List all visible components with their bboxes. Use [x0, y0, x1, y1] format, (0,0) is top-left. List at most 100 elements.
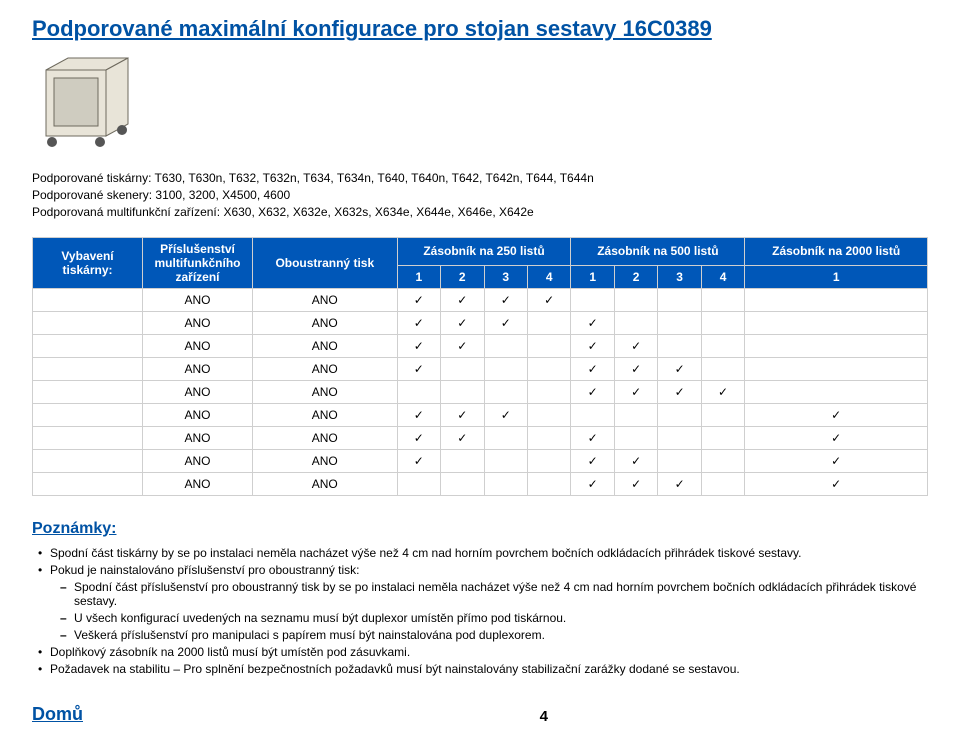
cell-tray [571, 404, 614, 427]
cell-mfp-acc: ANO [143, 312, 253, 335]
cell-tray [701, 289, 744, 312]
cell-tray [527, 358, 570, 381]
cell-tray: ✓ [397, 335, 440, 358]
cell-tray [701, 335, 744, 358]
cell-tray [527, 450, 570, 473]
sub-notes-list: Spodní část příslušenství pro oboustrann… [50, 580, 928, 642]
cell-tray [658, 312, 701, 335]
cell-tray [658, 450, 701, 473]
cell-tray [745, 289, 928, 312]
cell-duplex: ANO [253, 312, 398, 335]
cell-tray: ✓ [701, 381, 744, 404]
col-2000: Zásobník na 2000 listů [745, 238, 928, 266]
cell-mfp-acc: ANO [143, 473, 253, 496]
cell-duplex: ANO [253, 427, 398, 450]
table-row: ANOANO✓✓✓✓ [33, 404, 928, 427]
cell-tray [614, 427, 657, 450]
cell-tray: ✓ [441, 404, 484, 427]
cell-tray [701, 312, 744, 335]
config-table: Vybavení tiskárny: Příslušenství multifu… [32, 237, 928, 496]
cell-tray: ✓ [745, 404, 928, 427]
cell-tray [701, 358, 744, 381]
sub-note-item: U všech konfigurací uvedených na seznamu… [60, 611, 928, 625]
cell-tray [614, 312, 657, 335]
note-item-text: Pokud je nainstalováno příslušenství pro… [50, 563, 360, 577]
cell-tray: ✓ [658, 381, 701, 404]
cell-tray [658, 335, 701, 358]
cell-tray [527, 312, 570, 335]
col-sub-number: 2 [614, 265, 657, 288]
notes-list: Spodní část tiskárny by se po instalaci … [32, 546, 928, 676]
cell-tray [527, 335, 570, 358]
cell-tray [441, 450, 484, 473]
cell-tray [397, 381, 440, 404]
cell-tray: ✓ [527, 289, 570, 312]
cell-duplex: ANO [253, 473, 398, 496]
cell-tray: ✓ [571, 473, 614, 496]
cell-duplex: ANO [253, 335, 398, 358]
supported-scanners-text: Podporované skenery: 3100, 3200, X4500, … [32, 188, 928, 202]
cell-tray: ✓ [658, 358, 701, 381]
table-row: ANOANO✓✓✓✓ [33, 312, 928, 335]
cell-mfp-acc: ANO [143, 289, 253, 312]
cell-equip [33, 404, 143, 427]
home-link[interactable]: Domů [32, 704, 83, 725]
col-sub-number: 3 [658, 265, 701, 288]
cell-tray [484, 450, 527, 473]
cell-tray [701, 473, 744, 496]
cell-equip [33, 358, 143, 381]
cell-duplex: ANO [253, 381, 398, 404]
cell-tray [527, 381, 570, 404]
cell-tray [658, 404, 701, 427]
cell-equip [33, 312, 143, 335]
cell-tray [614, 404, 657, 427]
cell-tray: ✓ [397, 358, 440, 381]
cell-tray [397, 473, 440, 496]
cell-mfp-acc: ANO [143, 358, 253, 381]
cell-tray: ✓ [745, 427, 928, 450]
cell-tray: ✓ [614, 335, 657, 358]
printer-stand-illustration [32, 54, 928, 157]
cell-tray: ✓ [614, 473, 657, 496]
table-row: ANOANO✓✓✓✓ [33, 335, 928, 358]
col-sub-number: 4 [527, 265, 570, 288]
col-equip: Vybavení tiskárny: [33, 238, 143, 289]
cell-equip [33, 381, 143, 404]
table-row: ANOANO✓✓✓✓ [33, 381, 928, 404]
cell-duplex: ANO [253, 289, 398, 312]
col-250: Zásobník na 250 listů [397, 238, 571, 266]
cell-tray [658, 289, 701, 312]
cell-tray: ✓ [614, 381, 657, 404]
cell-tray: ✓ [571, 335, 614, 358]
col-mfp-acc: Příslušenství multifunkčního zařízení [143, 238, 253, 289]
cell-tray [701, 404, 744, 427]
cell-mfp-acc: ANO [143, 335, 253, 358]
cell-tray [527, 473, 570, 496]
cell-tray [571, 289, 614, 312]
table-row: ANOANO✓✓✓✓ [33, 358, 928, 381]
page-number: 4 [540, 708, 548, 725]
col-sub-number: 1 [397, 265, 440, 288]
cell-tray: ✓ [441, 312, 484, 335]
cell-mfp-acc: ANO [143, 427, 253, 450]
cell-tray [441, 473, 484, 496]
col-sub-number: 3 [484, 265, 527, 288]
col-sub-number: 2 [441, 265, 484, 288]
cell-mfp-acc: ANO [143, 450, 253, 473]
cell-tray: ✓ [658, 473, 701, 496]
cell-tray [614, 289, 657, 312]
col-sub-number: 4 [701, 265, 744, 288]
cell-tray: ✓ [614, 450, 657, 473]
cell-tray [527, 427, 570, 450]
sub-note-item: Veškerá příslušenství pro manipulaci s p… [60, 628, 928, 642]
table-row: ANOANO✓✓✓✓ [33, 450, 928, 473]
cell-tray: ✓ [614, 358, 657, 381]
cell-tray: ✓ [571, 312, 614, 335]
cell-tray [658, 427, 701, 450]
col-duplex: Oboustranný tisk [253, 238, 398, 289]
cell-tray [745, 335, 928, 358]
cell-tray: ✓ [441, 289, 484, 312]
cell-equip [33, 427, 143, 450]
cell-tray: ✓ [484, 312, 527, 335]
cell-tray [484, 427, 527, 450]
